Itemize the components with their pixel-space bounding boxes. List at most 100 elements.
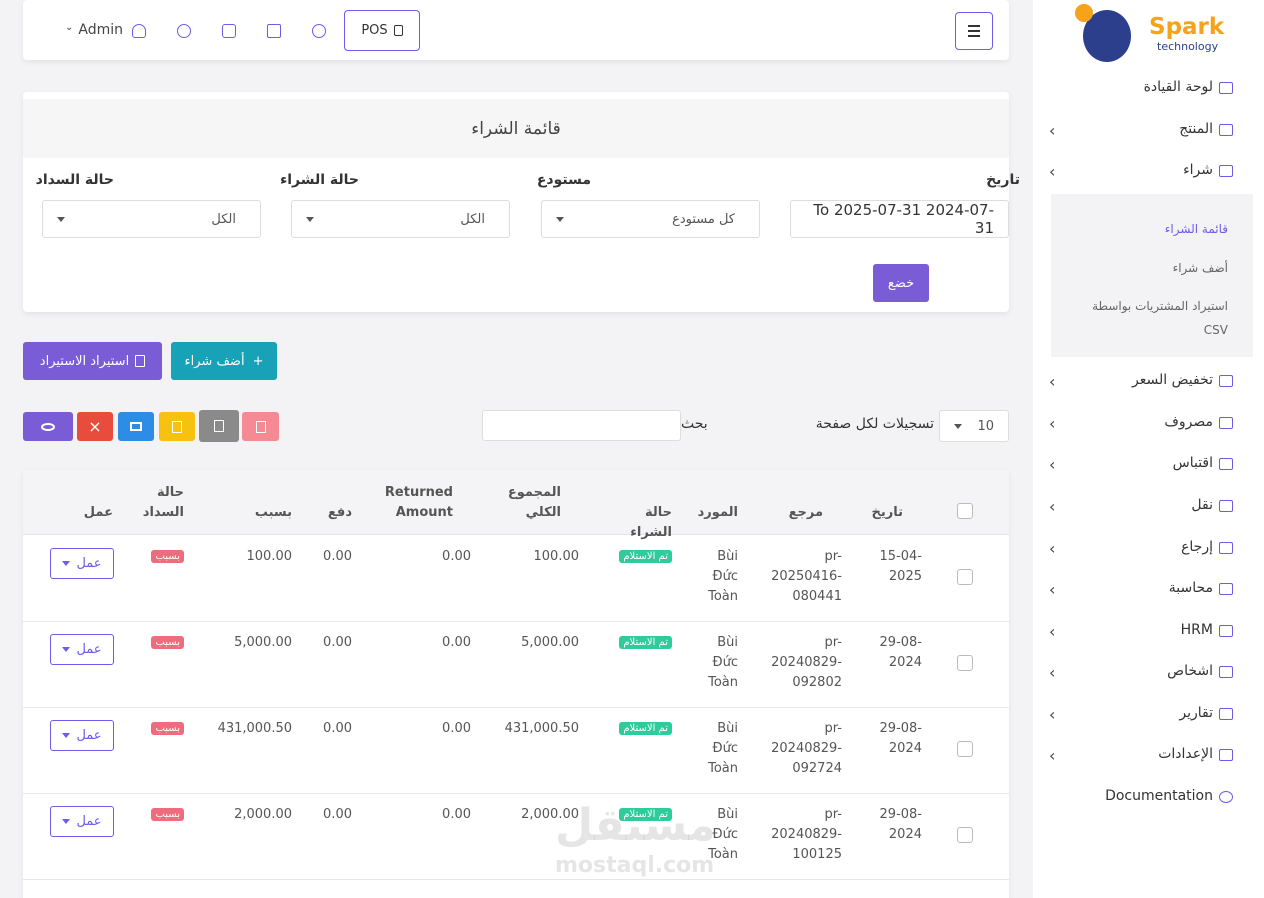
- sidebar-icon: [1219, 791, 1233, 803]
- cell: pr-20250416-080441: [771, 549, 842, 604]
- filter-value: To 2025-07-31 2024-07-31: [813, 201, 994, 237]
- menu-toggle[interactable]: [955, 12, 993, 50]
- sidebar-chevron: ‹: [1049, 663, 1056, 682]
- watermark-sub: mostaql.com: [555, 853, 715, 878]
- filter-select[interactable]: الكل: [291, 200, 510, 238]
- sidebar-item[interactable]: اشخاص: [1167, 663, 1213, 679]
- sidebar-item[interactable]: مصروف: [1164, 414, 1213, 430]
- sidebar-item[interactable]: الإعدادات: [1158, 746, 1213, 762]
- sidebar-item[interactable]: المنتج: [1179, 121, 1213, 137]
- row-checkbox[interactable]: [957, 741, 973, 757]
- sidebar-icon: [1219, 82, 1233, 94]
- cell: 2,000.00: [234, 807, 292, 822]
- csv-button[interactable]: [159, 412, 195, 441]
- sidebar-item[interactable]: اقتباس: [1172, 455, 1213, 471]
- sidebar-chevron: ‹: [1049, 746, 1056, 765]
- filter-label: تاريخ: [986, 172, 1020, 188]
- sidebar-chevron: ‹: [1049, 497, 1056, 516]
- row-checkbox[interactable]: [957, 655, 973, 671]
- cell: 0.00: [323, 635, 352, 650]
- add-button[interactable]: + أضف شراء: [171, 342, 277, 380]
- action-caret: [62, 647, 71, 652]
- submit-button[interactable]: خضع: [873, 264, 929, 302]
- sidebar-item[interactable]: إرجاع: [1181, 539, 1213, 555]
- filter-value: الكل: [211, 211, 236, 227]
- sidebar-item[interactable]: Documentation: [1105, 788, 1213, 804]
- sidebar-icon: [1219, 375, 1233, 387]
- cell: 0.00: [442, 635, 471, 650]
- add-label: أضف شراء: [184, 353, 245, 369]
- action-label: عمل: [76, 814, 102, 829]
- submenu: [1051, 194, 1253, 357]
- pdf-button[interactable]: [242, 412, 279, 441]
- sidebar-icon: [1219, 625, 1233, 637]
- language-icon[interactable]: [177, 24, 191, 38]
- row-divider: [23, 707, 1009, 708]
- logout-icon[interactable]: [267, 24, 281, 38]
- per-page-label: تسجيلات لكل صفحة: [815, 416, 934, 432]
- submenu-item[interactable]: استيراد المشتريات بواسطة CSV: [1092, 299, 1228, 337]
- sidebar-item[interactable]: HRM: [1180, 622, 1213, 638]
- column-header: بسبب: [254, 505, 292, 520]
- theme-icon[interactable]: [312, 24, 326, 38]
- excel-button[interactable]: [199, 410, 239, 442]
- search-input[interactable]: [482, 410, 681, 441]
- import-button[interactable]: استيراد الاستيراد: [23, 342, 162, 380]
- sidebar-item[interactable]: محاسبة: [1168, 580, 1213, 596]
- column-header: تاريخ: [871, 505, 904, 520]
- action-caret: [62, 733, 71, 738]
- cell: Bùi Đức Toàn: [708, 807, 738, 862]
- sidebar-item[interactable]: شراء: [1183, 162, 1213, 178]
- sidebar-chevron: ‹: [1049, 162, 1056, 181]
- search-label: بحث: [681, 416, 708, 432]
- print-button[interactable]: [118, 412, 154, 441]
- clear-button[interactable]: ×: [77, 412, 113, 441]
- pos-button[interactable]: POS: [344, 10, 420, 51]
- row-checkbox[interactable]: [957, 827, 973, 843]
- action-button[interactable]: عمل: [50, 720, 114, 751]
- cell: 5,000.00: [234, 635, 292, 650]
- filter-caret: [306, 216, 314, 222]
- pos-label: POS: [361, 23, 388, 38]
- sidebar-item[interactable]: نقل: [1191, 497, 1213, 513]
- cell: 0.00: [323, 721, 352, 736]
- column-header: عمل: [83, 505, 113, 520]
- select-all-checkbox[interactable]: [957, 503, 973, 519]
- submenu-item[interactable]: قائمة الشراء: [1164, 222, 1228, 236]
- sidebar-chevron: ‹: [1049, 705, 1056, 724]
- filter-select[interactable]: To 2025-07-31 2024-07-31: [790, 200, 1009, 238]
- column-header: Returned Amount: [384, 485, 453, 520]
- import-label: استيراد الاستيراد: [39, 353, 130, 369]
- action-button[interactable]: عمل: [50, 634, 114, 665]
- cell: 2,000.00: [521, 807, 579, 822]
- column-header: حالة الشراء: [630, 505, 672, 540]
- filter-caret: [57, 216, 65, 222]
- action-button[interactable]: عمل: [50, 806, 114, 837]
- filter-select[interactable]: الكل: [42, 200, 261, 238]
- columns-button[interactable]: [23, 412, 73, 441]
- store-icon[interactable]: [222, 24, 236, 38]
- logo-mark: [1075, 4, 1135, 64]
- filter-label: حالة السداد: [35, 172, 114, 188]
- sidebar-item[interactable]: تقارير: [1179, 705, 1213, 721]
- cell: 29-08-2024: [879, 635, 922, 670]
- sidebar-icon: [1219, 542, 1233, 554]
- sidebar-chevron: ‹: [1049, 372, 1056, 391]
- per-page-value: 10: [977, 418, 994, 434]
- action-label: عمل: [76, 642, 102, 657]
- per-page-select[interactable]: 10: [939, 410, 1009, 442]
- user-menu[interactable]: ⌄ Admin: [65, 22, 124, 38]
- filter-select[interactable]: كل مستودع: [541, 200, 760, 238]
- sidebar-item[interactable]: تخفيض السعر: [1132, 372, 1213, 388]
- payment-badge: بسبب: [151, 722, 184, 735]
- action-caret: [62, 561, 71, 566]
- column-header: حالة السداد: [142, 485, 184, 520]
- cell: 0.00: [323, 807, 352, 822]
- sidebar-icon: [1219, 500, 1233, 512]
- row-checkbox[interactable]: [957, 569, 973, 585]
- sidebar-item[interactable]: لوحة القيادة: [1143, 79, 1213, 95]
- filter-caret: [556, 216, 564, 222]
- user-icon[interactable]: [132, 24, 146, 38]
- action-button[interactable]: عمل: [50, 548, 114, 579]
- submenu-item[interactable]: أضف شراء: [1172, 261, 1228, 275]
